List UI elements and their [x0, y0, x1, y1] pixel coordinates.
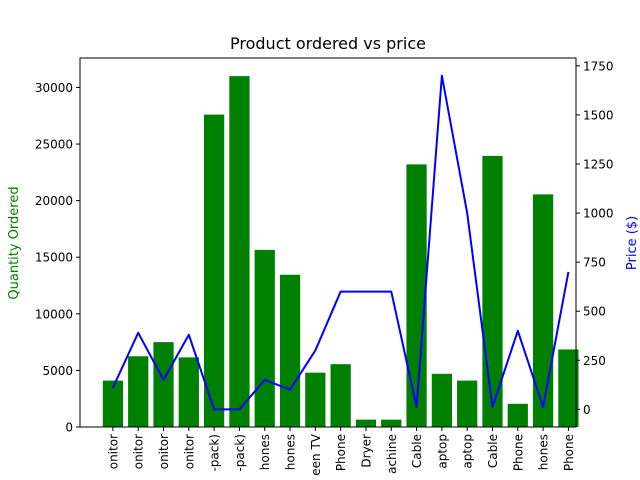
y-right-tick-label: 500	[583, 305, 606, 319]
y-left-tick-label: 5000	[42, 364, 73, 378]
bar	[229, 76, 250, 428]
x-tick-label: Phone	[334, 434, 348, 471]
y-right-tick-label: 1750	[583, 59, 614, 73]
bar	[532, 194, 554, 427]
bar	[482, 155, 503, 427]
chart-title: Product ordered vs price	[230, 34, 426, 53]
x-tick-label: achine	[385, 434, 399, 474]
bar	[507, 403, 528, 427]
price-line-layer	[111, 74, 570, 411]
bar	[457, 380, 478, 427]
bar	[406, 164, 427, 427]
x-tick-label: een TV	[309, 433, 323, 476]
y-right-axis-label: Price ($)	[625, 216, 640, 270]
x-tick-label: hones	[284, 434, 298, 470]
x-tick-label: hones	[537, 434, 551, 470]
bar	[330, 364, 351, 427]
bar	[558, 349, 579, 427]
x-tick-label: Dryer	[359, 434, 373, 468]
bar	[381, 419, 402, 427]
x-tick-label: Phone	[562, 434, 576, 471]
bar	[431, 373, 452, 427]
x-tick-label: Cable	[486, 434, 500, 468]
y-right-tick-label: 750	[583, 256, 606, 270]
y-left-axis: 0 5000 10000 15000 20000 25000 30000	[35, 81, 80, 435]
x-tick-label: -pack)	[208, 434, 222, 472]
bar	[153, 342, 174, 427]
bar	[279, 274, 301, 427]
y-right-tick-label: 1000	[583, 207, 614, 221]
x-axis: onitor onitor onitor onitor -pack) -pack) hone…	[106, 427, 576, 476]
x-tick-label: aptop	[461, 434, 475, 469]
y-right-tick-label: 0	[583, 403, 591, 417]
y-left-tick-label: 10000	[35, 307, 73, 321]
bar	[254, 249, 275, 427]
bar	[305, 372, 326, 427]
bar	[204, 114, 225, 427]
x-tick-label: hones	[258, 434, 272, 470]
bar	[128, 356, 149, 427]
y-left-tick-label: 15000	[35, 251, 73, 265]
y-left-tick-label: 25000	[35, 138, 73, 152]
x-tick-label: onitor	[182, 434, 196, 469]
y-left-axis-label: Quantity Ordered	[7, 186, 22, 299]
bars-layer	[102, 76, 579, 428]
x-tick-label: onitor	[106, 434, 120, 469]
bar	[355, 419, 377, 427]
y-right-tick-label: 1250	[583, 157, 614, 171]
y-right-axis: 0 250 500 750 1000 1250 1500 1750	[576, 59, 614, 417]
bar	[102, 380, 124, 427]
x-tick-label: -pack)	[233, 434, 247, 472]
x-tick-label: onitor	[132, 434, 146, 469]
price-line	[111, 74, 570, 411]
x-tick-label: aptop	[435, 434, 449, 469]
y-right-tick-label: 1500	[583, 108, 614, 122]
y-left-tick-label: 30000	[35, 81, 73, 95]
x-tick-label: onitor	[157, 434, 171, 469]
bar	[178, 357, 199, 427]
y-right-tick-label: 250	[583, 354, 606, 368]
plot-frame	[79, 57, 577, 428]
y-left-tick-label: 20000	[35, 194, 73, 208]
x-tick-label: Cable	[410, 434, 424, 468]
y-left-tick-label: 0	[65, 421, 73, 435]
x-tick-label: Phone	[511, 434, 525, 471]
